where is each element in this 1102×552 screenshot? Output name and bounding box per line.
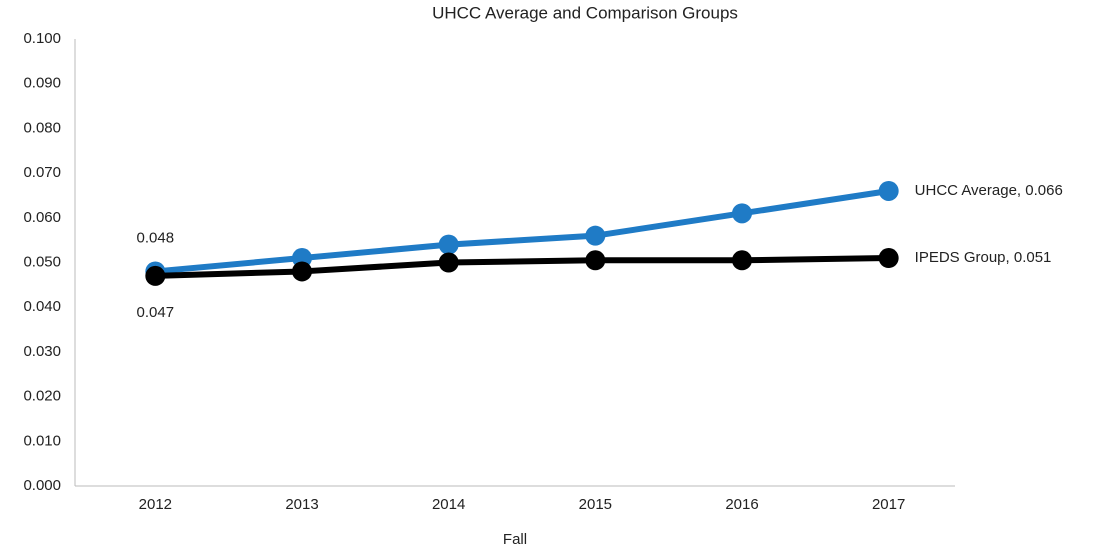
series-line (155, 255, 889, 279)
x-tick-label: 2017 (872, 496, 905, 513)
y-tick-label: 0.010 (23, 432, 61, 449)
point (878, 180, 899, 201)
point (292, 261, 312, 282)
series-line (155, 188, 890, 275)
y-tick-label: 0.040 (23, 298, 61, 315)
point (585, 225, 606, 246)
x-tick-label: 2013 (285, 496, 318, 513)
y-tick-label: 0.070 (23, 164, 61, 181)
x-tick-label: 2012 (139, 496, 172, 513)
x-axis-title: Fall (503, 531, 527, 548)
x-tick-label: 2015 (579, 496, 612, 513)
y-tick-label: 0.090 (23, 75, 61, 92)
data-label: UHCC Average, 0.066 (915, 182, 1063, 199)
data-label: 0.048 (137, 229, 175, 246)
point (585, 250, 606, 271)
x-tick-label: 2016 (725, 496, 758, 513)
point (438, 234, 459, 255)
y-tick-label: 0.050 (23, 253, 61, 270)
chart-title: UHCC Average and Comparison Groups (432, 3, 738, 22)
data-label: IPEDS Group, 0.051 (915, 249, 1052, 266)
point (732, 250, 752, 271)
data-label: 0.047 (137, 304, 175, 321)
x-tick-label: 2014 (432, 496, 465, 513)
point (438, 252, 459, 273)
y-tick-label: 0.080 (23, 119, 61, 136)
point (878, 248, 899, 269)
point (145, 265, 166, 286)
y-tick-label: 0.000 (23, 477, 61, 494)
y-tick-label: 0.100 (23, 30, 61, 47)
y-tick-label: 0.030 (23, 343, 61, 360)
y-tick-label: 0.060 (23, 209, 61, 226)
point (732, 203, 752, 224)
y-tick-label: 0.020 (23, 388, 61, 405)
